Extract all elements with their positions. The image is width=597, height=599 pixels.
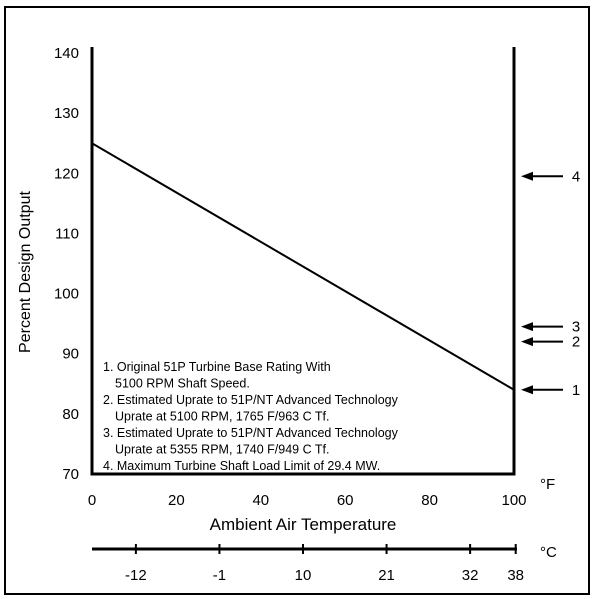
x-tick-label: 60 bbox=[337, 492, 354, 509]
marker-arrow-head bbox=[521, 322, 533, 332]
x-tick-label: 80 bbox=[421, 492, 438, 509]
y-tick-label: 130 bbox=[54, 105, 79, 122]
y-tick-label: 100 bbox=[54, 286, 79, 303]
x-tick-label: 0 bbox=[88, 492, 96, 509]
marker-label: 4 bbox=[572, 168, 580, 185]
note-line: 4. Maximum Turbine Shaft Load Limit of 2… bbox=[103, 459, 380, 473]
y-tick-label: 110 bbox=[55, 225, 79, 242]
celsius-tick-label: 21 bbox=[378, 567, 395, 584]
celsius-tick-label: 38 bbox=[507, 567, 524, 584]
note-line: Uprate at 5355 RPM, 1740 F/949 C Tf. bbox=[115, 443, 329, 457]
y-axis-label: Percent Design Output bbox=[17, 191, 34, 353]
note-line: 3. Estimated Uprate to 51P/NT Advanced T… bbox=[103, 426, 399, 440]
marker-label: 3 bbox=[572, 319, 580, 336]
marker-arrow-head bbox=[521, 171, 533, 181]
note-line: Uprate at 5100 RPM, 1765 F/963 C Tf. bbox=[115, 410, 329, 424]
celsius-unit-label: °C bbox=[540, 544, 557, 561]
marker-arrow-head bbox=[521, 385, 533, 395]
celsius-tick-label: -1 bbox=[213, 567, 226, 584]
notes-block: 1. Original 51P Turbine Base Rating With… bbox=[103, 360, 399, 473]
x-tick-label: 20 bbox=[168, 492, 185, 509]
y-tick-label: 80 bbox=[62, 406, 79, 423]
note-line: 5100 RPM Shaft Speed. bbox=[115, 377, 250, 391]
note-line: 1. Original 51P Turbine Base Rating With bbox=[103, 360, 331, 374]
y-tick-label: 140 bbox=[54, 45, 79, 62]
marker-label: 2 bbox=[572, 334, 580, 351]
marker-label: 1 bbox=[572, 382, 580, 399]
y-tick-label: 70 bbox=[62, 466, 79, 483]
y-tick-label: 90 bbox=[62, 346, 79, 363]
marker-arrow-head bbox=[521, 337, 533, 347]
fahrenheit-unit-label: °F bbox=[540, 476, 555, 493]
x-tick-label: 40 bbox=[252, 492, 269, 509]
x-axis-label: Ambient Air Temperature bbox=[210, 515, 397, 534]
note-line: 2. Estimated Uprate to 51P/NT Advanced T… bbox=[103, 393, 399, 407]
series-line bbox=[91, 142, 515, 391]
y-tick-label: 120 bbox=[54, 165, 79, 182]
celsius-tick-label: -12 bbox=[125, 567, 147, 584]
celsius-tick-label: 10 bbox=[295, 567, 312, 584]
x-tick-label: 100 bbox=[501, 492, 526, 509]
celsius-tick-label: 32 bbox=[462, 567, 479, 584]
figure-frame bbox=[4, 6, 590, 595]
